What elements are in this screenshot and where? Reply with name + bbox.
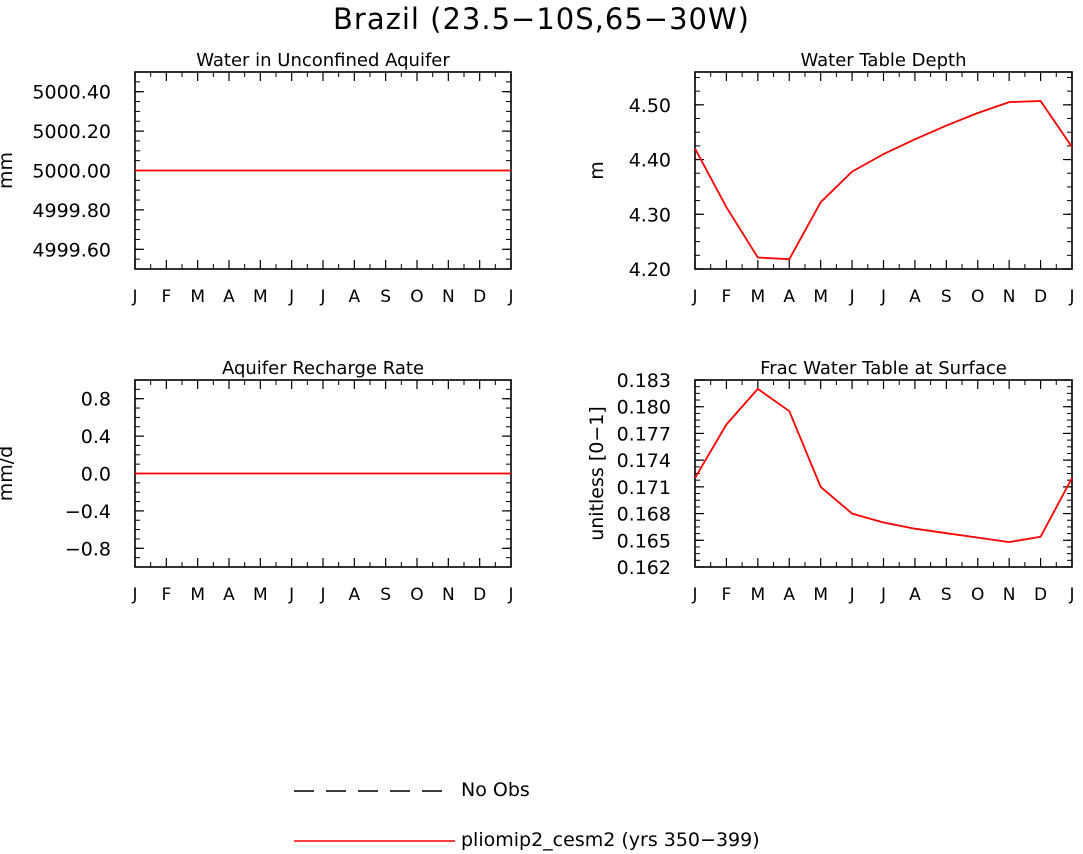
y-tick-label: 0.0 [81,464,111,486]
x-tick-label: N [442,287,455,307]
x-tick-label: A [349,585,361,605]
x-tick-label: M [190,585,205,605]
y-axis-label: mm [0,152,17,189]
x-tick-label: S [941,585,952,605]
y-tick-label: 0.165 [617,530,671,552]
y-tick-label: 0.177 [617,423,671,445]
x-tick-label: J [1068,287,1074,307]
legend-entry-model: pliomip2_cesm2 (yrs 350−399) [292,828,812,854]
y-tick-label: 4999.80 [32,200,111,222]
x-tick-label: M [190,287,205,307]
x-tick-label: J [319,287,325,307]
y-axis-label: m [586,161,608,180]
x-tick-label: A [223,585,235,605]
y-tick-label: 0.174 [617,450,671,472]
panel-title: Aquifer Recharge Rate [222,358,424,379]
x-tick-label: A [349,287,361,307]
x-tick-label: N [442,585,455,605]
x-tick-label: J [507,585,513,605]
y-axis-label: unitless [0−1] [586,406,608,541]
x-tick-label: M [253,287,268,307]
x-tick-label: J [507,287,513,307]
x-tick-label: A [783,585,795,605]
x-tick-label: J [880,287,886,307]
y-axis-label: mm/d [0,446,17,501]
x-tick-label: S [380,287,391,307]
x-tick-label: F [161,287,171,307]
x-tick-label: J [880,585,886,605]
y-tick-label: 5000.20 [32,121,111,143]
y-tick-label: 4.40 [629,150,671,172]
panel-title: Water Table Depth [800,50,966,71]
x-tick-label: F [722,287,732,307]
legend-swatch-solid [294,840,455,842]
y-tick-label: −0.8 [65,538,111,560]
legend-swatch-dashed [294,790,444,792]
x-tick-label: D [473,585,486,605]
x-tick-label: N [1003,585,1016,605]
x-tick-label: M [813,585,828,605]
x-tick-label: O [971,585,984,605]
x-tick-label: D [1034,585,1047,605]
x-tick-label: D [1034,287,1047,307]
x-tick-label: M [253,585,268,605]
x-tick-label: O [971,287,984,307]
plot-frame [694,379,1073,568]
x-tick-label: J [288,585,294,605]
y-tick-label: −0.4 [65,501,111,523]
y-tick-label: 0.171 [617,477,671,499]
y-tick-label: 4.30 [629,204,671,226]
y-tick-label: 5000.00 [32,161,111,183]
x-tick-label: A [783,287,795,307]
x-tick-label: F [722,585,732,605]
legend-entry-no-obs: No Obs [292,778,592,804]
y-tick-label: 4999.60 [32,239,111,261]
x-tick-label: J [288,287,294,307]
x-tick-label: A [909,585,921,605]
x-tick-label: S [941,287,952,307]
legend-label: No Obs [461,779,530,801]
chart-panel-1: J F M A M J J A S O N D J4999.604999.805000.005000.2… [0,50,514,307]
series-line [694,387,1073,543]
y-tick-label: 0.183 [617,370,671,392]
x-tick-label: S [380,585,391,605]
x-tick-label: F [161,585,171,605]
y-tick-label: 0.162 [617,557,671,579]
x-tick-label: J [319,585,325,605]
x-tick-label: A [909,287,921,307]
y-tick-label: 0.180 [617,397,671,419]
x-tick-label: M [750,287,765,307]
chart-panel-4: J F M A M J J A S O N D J0.1620.1650.1680.1710.1740.… [586,358,1075,605]
x-tick-label: N [1003,287,1016,307]
x-tick-label: A [223,287,235,307]
y-tick-label: 0.4 [81,426,111,448]
x-tick-label: J [691,585,697,605]
panel-title: Water in Unconfined Aquifer [196,50,450,71]
x-tick-label: J [849,585,855,605]
y-tick-label: 4.50 [629,95,671,117]
x-tick-label: J [691,287,697,307]
y-tick-label: 4.20 [629,259,671,281]
y-tick-label: 0.8 [81,389,111,411]
x-tick-label: O [410,287,423,307]
x-tick-label: J [849,287,855,307]
page-title: Brazil (23.5−10S,65−30W) [333,2,750,36]
x-tick-label: M [750,585,765,605]
y-tick-label: 0.168 [617,504,671,526]
x-tick-label: O [410,585,423,605]
x-tick-label: D [473,287,486,307]
panel-title: Frac Water Table at Surface [760,358,1007,379]
y-tick-label: 5000.40 [32,82,111,104]
legend-label: pliomip2_cesm2 (yrs 350−399) [461,829,760,851]
x-tick-label: J [1068,585,1074,605]
series-line [694,100,1073,261]
x-tick-label: M [813,287,828,307]
x-tick-label: J [131,287,137,307]
x-tick-label: J [131,585,137,605]
